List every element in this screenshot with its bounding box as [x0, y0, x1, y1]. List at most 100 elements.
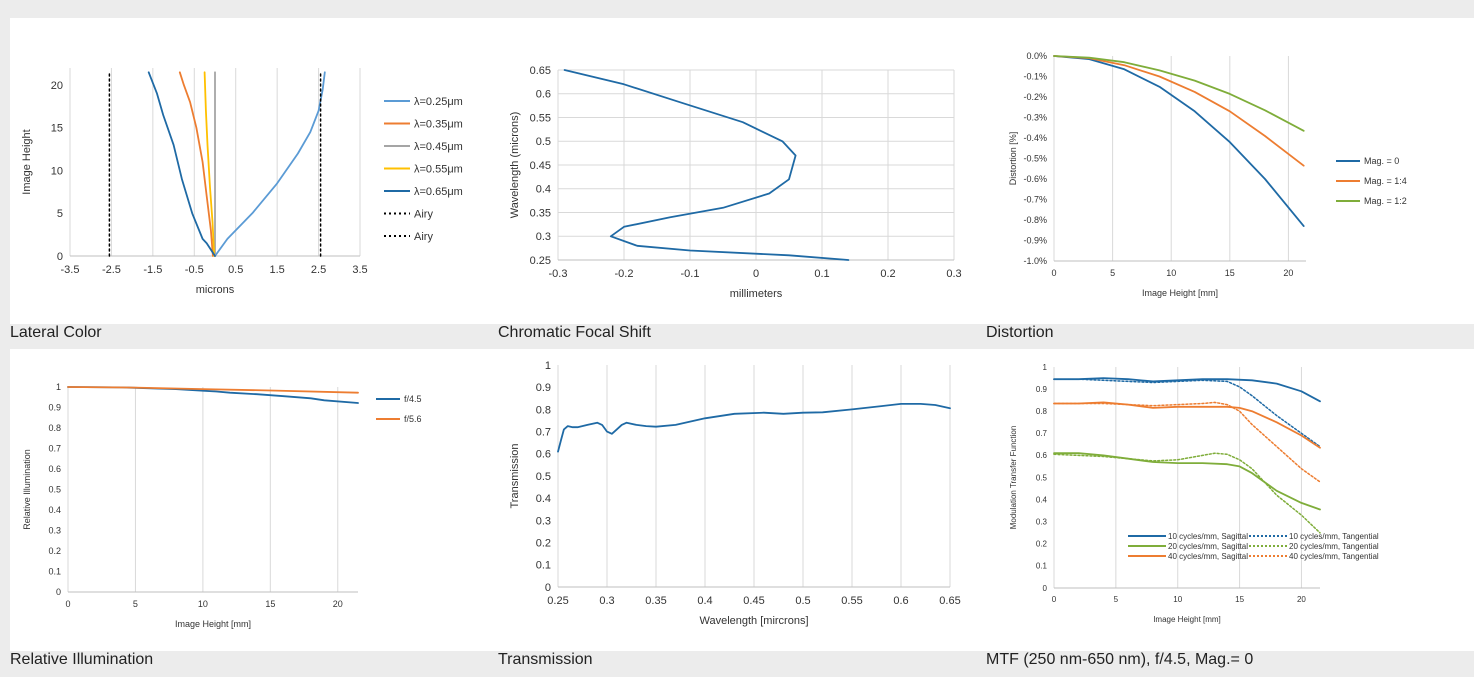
lateral-ytick-label: 15 [51, 123, 63, 135]
lateral-series-line [203, 71, 216, 257]
chromatic-focal-shift-caption: Chromatic Focal Shift [498, 324, 651, 341]
mtf-ytick-label: 0.1 [1036, 562, 1048, 571]
mtf-legend-label: 40 cycles/mm, Tangential [1289, 552, 1379, 561]
distortion-ytick-label: -0.1% [1023, 72, 1047, 82]
distortion-ytick-label: -1.0% [1023, 256, 1047, 266]
lateral-x-axis-label: microns [196, 284, 235, 296]
distortion-caption: Distortion [986, 324, 1054, 341]
illum-xtick-label: 20 [333, 599, 343, 609]
lateral-xtick-label: 2.5 [311, 264, 326, 276]
focal-ytick-label: 0.5 [536, 136, 551, 148]
distortion-series-line [1053, 55, 1305, 167]
mtf-xtick-label: 5 [1114, 595, 1119, 604]
mtf-ytick-label: 0 [1043, 584, 1048, 593]
focal-ytick-label: 0.6 [536, 89, 551, 101]
distortion-xtick-label: 0 [1051, 268, 1056, 278]
lateral-color-caption: Lateral Color [10, 324, 102, 341]
focal-xtick-label: 0 [753, 268, 759, 280]
distortion-ytick-label: -0.4% [1023, 133, 1047, 143]
mtf-series-line [1053, 452, 1321, 511]
illum-ytick-label: 0.2 [48, 546, 61, 556]
trans-x-axis-label: Wavelength [mircrons] [699, 615, 808, 627]
mtf-legend-label: 10 cycles/mm, Sagittal [1168, 532, 1248, 541]
mtf-xtick-label: 20 [1297, 595, 1306, 604]
lateral-xtick-label: 1.5 [269, 264, 284, 276]
distortion-ytick-label: -0.8% [1023, 215, 1047, 225]
mtf-ytick-label: 0.4 [1036, 495, 1048, 504]
illum-ytick-label: 0.8 [48, 423, 61, 433]
mtf-legend-label: 20 cycles/mm, Sagittal [1168, 542, 1248, 551]
mtf-series-line [1053, 378, 1321, 448]
mtf-card: 0 5 10 15 20 0 0.1 0.2 0.3 0.4 0.5 0.6 0.7 0.8 0.9 1 Ima… [986, 349, 1474, 651]
distortion-xtick-label: 15 [1225, 268, 1235, 278]
lateral-legend-label: λ=0.35μm [414, 118, 463, 130]
illum-legend-label: f/4.5 [404, 394, 422, 404]
distortion-chart: 0 5 10 15 20 0.0% -0.1% -0.2% -0.3% -0.4% -0.5% -0.… [1008, 51, 1407, 298]
trans-ytick-label: 0.7 [536, 426, 551, 438]
distortion-ytick-label: -0.6% [1023, 174, 1047, 184]
trans-ytick-label: 0.9 [536, 382, 551, 394]
focal-ytick-label: 0.45 [530, 160, 551, 172]
lateral-xtick-label: -1.5 [143, 264, 162, 276]
relative-illumination-caption: Relative Illumination [10, 651, 154, 668]
transmission-card: 0.25 0.3 0.35 0.4 0.45 0.5 0.55 0.6 0.65 0 0.1 0.2 0… [498, 349, 986, 651]
mtf-ytick-label: 0.3 [1036, 518, 1048, 527]
trans-xtick-label: 0.45 [743, 595, 764, 607]
illum-ytick-label: 0.4 [48, 505, 61, 515]
illum-series-line [67, 386, 359, 394]
lateral-series-line [178, 71, 214, 257]
mtf-series-line [1053, 401, 1321, 483]
illum-ytick-label: 0 [56, 587, 61, 597]
focal-xtick-label: -0.2 [615, 268, 634, 280]
relative-illumination-chart: 0 5 10 15 20 0 0.1 0.2 0.3 0.4 0.5 0.6 0.7 0.8 0.9 1 Ima… [22, 382, 422, 629]
illum-x-axis-label: Image Height [mm] [175, 619, 251, 629]
trans-ytick-label: 0.8 [536, 404, 551, 416]
distortion-series-line [1053, 55, 1305, 132]
lateral-xtick-label: 3.5 [352, 264, 367, 276]
distortion-legend-label: Mag. = 1:4 [1364, 176, 1407, 186]
lateral-y-axis-label: Image Height [21, 129, 33, 194]
trans-xtick-label: 0.5 [795, 595, 810, 607]
chromatic-focal-shift-chart: -0.3 -0.2 -0.1 0 0.1 0.2 0.3 0.25 0.3 0.35 0.4 0.45… [509, 65, 962, 300]
focal-ytick-label: 0.25 [530, 255, 551, 267]
trans-series-line [557, 403, 951, 453]
trans-ytick-label: 0.5 [536, 471, 551, 483]
distortion-xtick-label: 10 [1166, 268, 1176, 278]
mtf-ytick-label: 0.8 [1036, 407, 1048, 416]
mtf-ytick-label: 0.6 [1036, 451, 1048, 460]
focal-ytick-label: 0.65 [530, 65, 551, 77]
trans-ytick-label: 0.6 [536, 449, 551, 461]
mtf-xtick-label: 0 [1052, 595, 1057, 604]
lateral-ytick-label: 0 [57, 251, 63, 263]
lateral-legend-label: Airy [414, 231, 433, 243]
illum-xtick-label: 15 [265, 599, 275, 609]
focal-ytick-label: 0.3 [536, 231, 551, 243]
mtf-legend-label: 40 cycles/mm, Sagittal [1168, 552, 1248, 561]
illum-y-axis-label: Relative Illumination [22, 449, 32, 530]
lateral-xtick-label: -2.5 [102, 264, 121, 276]
mtf-xtick-label: 10 [1173, 595, 1182, 604]
distortion-ytick-label: -0.3% [1023, 113, 1047, 123]
distortion-ytick-label: -0.2% [1023, 92, 1047, 102]
transmission-caption: Transmission [498, 651, 593, 668]
lateral-ytick-label: 10 [51, 165, 63, 177]
focal-series-line [563, 69, 850, 261]
trans-xtick-label: 0.35 [645, 595, 666, 607]
mtf-legend-label: 10 cycles/mm, Tangential [1289, 532, 1379, 541]
mtf-legend-label: 20 cycles/mm, Tangential [1289, 542, 1379, 551]
trans-xtick-label: 0.25 [547, 595, 568, 607]
distortion-ytick-label: -0.7% [1023, 195, 1047, 205]
mtf-ytick-label: 0.2 [1036, 540, 1048, 549]
mtf-y-axis-label: Modulation Transfer Function [1009, 426, 1018, 530]
relative-illumination-card: 0 5 10 15 20 0 0.1 0.2 0.3 0.4 0.5 0.6 0.7 0.8 0.9 1 Ima… [10, 349, 498, 651]
distortion-legend-label: Mag. = 0 [1364, 156, 1399, 166]
illum-xtick-label: 10 [198, 599, 208, 609]
focal-xtick-label: 0.2 [880, 268, 895, 280]
trans-ytick-label: 0.4 [536, 493, 551, 505]
mtf-ytick-label: 0.9 [1036, 385, 1048, 394]
trans-xtick-label: 0.65 [939, 595, 960, 607]
mtf-x-axis-label: Image Height [mm] [1153, 615, 1221, 624]
trans-ytick-label: 0.1 [536, 560, 551, 572]
focal-ytick-label: 0.55 [530, 112, 551, 124]
distortion-series-line [1053, 55, 1305, 227]
